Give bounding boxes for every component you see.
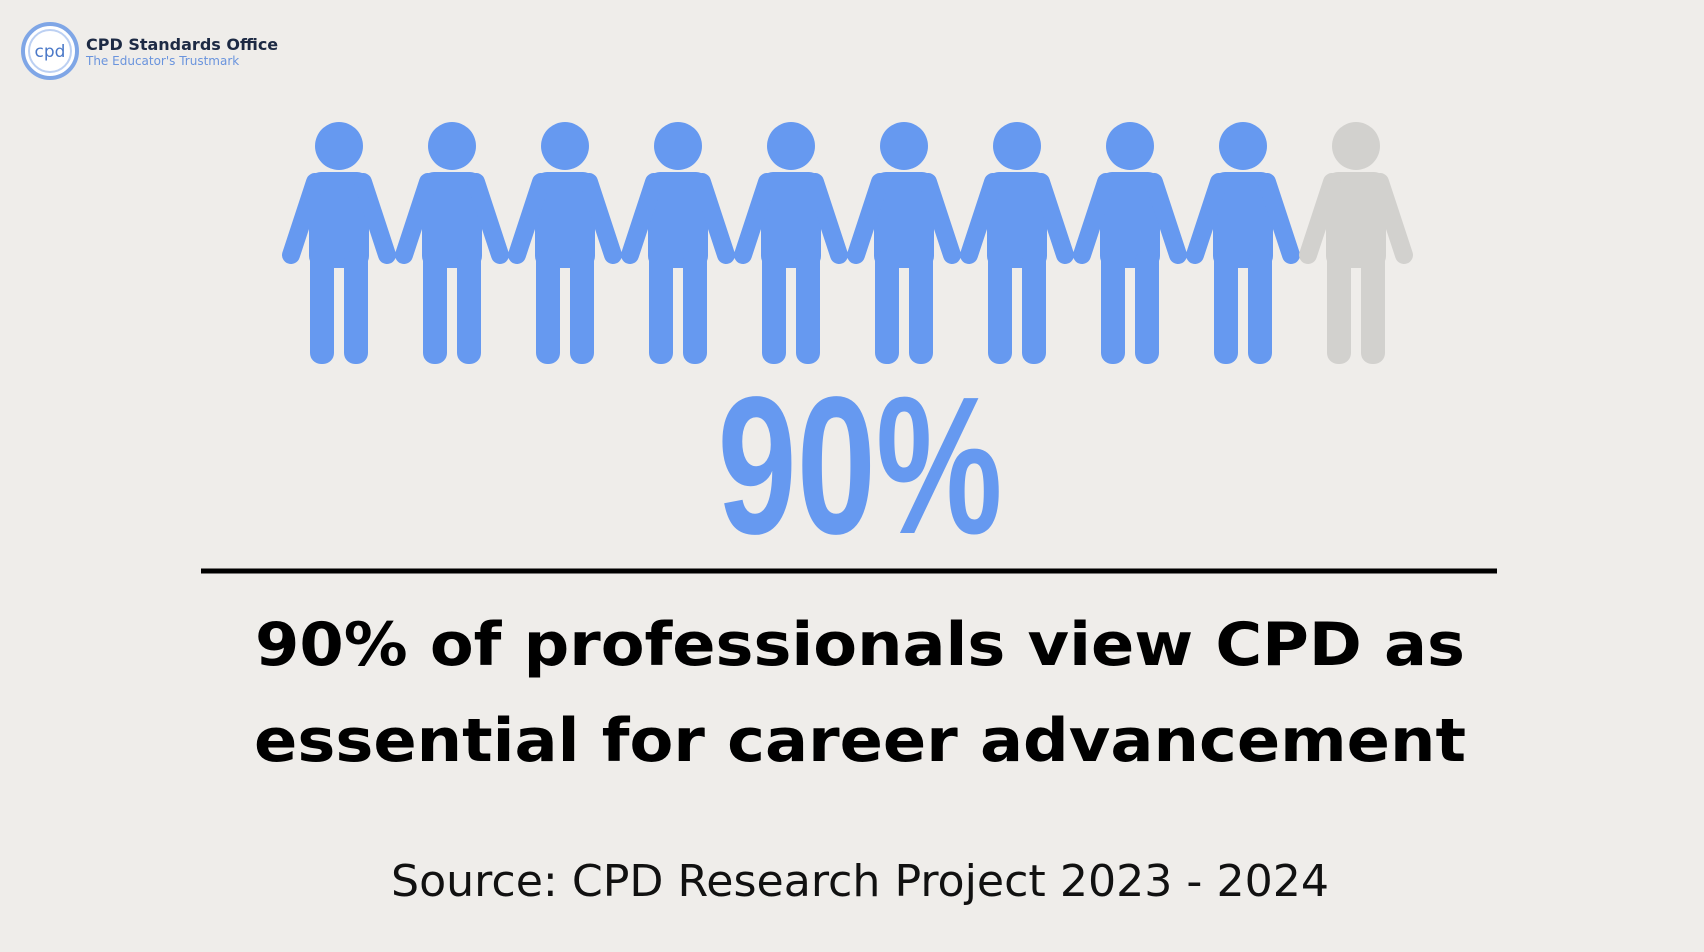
source: Source: CPD Research Project 2023 - 2024 [391, 856, 1329, 907]
person-leg [683, 250, 707, 364]
headline-line: 90% of professionals view CPD as [255, 610, 1465, 680]
logo-text: cpd [35, 42, 66, 62]
person-icon [960, 122, 1074, 364]
pictogram [282, 122, 1413, 364]
person-arm [734, 173, 776, 264]
person-leg [1101, 250, 1125, 364]
person-icon [621, 122, 735, 364]
person-leg [988, 250, 1012, 364]
person-torso [648, 172, 708, 268]
person-arm [806, 173, 848, 264]
logo: cpd CPD Standards Office The Educator's … [21, 22, 278, 80]
person-torso [1326, 172, 1386, 268]
stat: 90% [718, 356, 1003, 575]
person-head [767, 122, 815, 170]
person-arm [847, 173, 889, 264]
person-arm [621, 173, 663, 264]
person-leg [1135, 250, 1159, 364]
person-arm [508, 173, 550, 264]
person-arm [282, 173, 324, 264]
person-arm [1145, 173, 1187, 264]
person-torso [987, 172, 1047, 268]
person-icon [282, 122, 396, 364]
person-arm [1299, 173, 1341, 264]
brand-tagline: The Educator's Trustmark [85, 54, 239, 68]
person-torso [535, 172, 595, 268]
logo-ring [21, 22, 79, 80]
person-head [1332, 122, 1380, 170]
person-leg [536, 250, 560, 364]
person-arm [1186, 173, 1228, 264]
person-head [654, 122, 702, 170]
person-head [1106, 122, 1154, 170]
person-torso [874, 172, 934, 268]
person-leg [875, 250, 899, 364]
person-icon [1299, 122, 1413, 364]
person-leg [1327, 250, 1351, 364]
person-arm [1371, 173, 1413, 264]
person-leg [909, 250, 933, 364]
person-leg [1248, 250, 1272, 364]
person-leg [344, 250, 368, 364]
person-icon [508, 122, 622, 364]
headline-line: essential for career advancement [254, 706, 1466, 776]
person-torso [422, 172, 482, 268]
person-arm [395, 173, 437, 264]
person-leg [457, 250, 481, 364]
person-torso [1213, 172, 1273, 268]
person-leg [649, 250, 673, 364]
person-icon [395, 122, 509, 364]
person-arm [580, 173, 622, 264]
person-arm [354, 173, 396, 264]
person-arm [1032, 173, 1074, 264]
person-leg [1361, 250, 1385, 364]
person-leg [423, 250, 447, 364]
person-head [315, 122, 363, 170]
brand-name: CPD Standards Office [86, 35, 278, 54]
person-head [993, 122, 1041, 170]
person-icon [1073, 122, 1187, 364]
person-torso [309, 172, 369, 268]
person-icon [734, 122, 848, 364]
person-leg [796, 250, 820, 364]
person-torso [1100, 172, 1160, 268]
person-arm [693, 173, 735, 264]
person-arm [960, 173, 1002, 264]
person-leg [762, 250, 786, 364]
person-torso [761, 172, 821, 268]
person-arm [919, 173, 961, 264]
person-arm [1073, 173, 1115, 264]
logo-inner-ring [28, 29, 72, 73]
person-head [880, 122, 928, 170]
person-head [1219, 122, 1267, 170]
person-arm [467, 173, 509, 264]
person-leg [1214, 250, 1238, 364]
person-icon [847, 122, 961, 364]
person-leg [570, 250, 594, 364]
person-head [428, 122, 476, 170]
person-head [541, 122, 589, 170]
person-arm [1258, 173, 1300, 264]
person-leg [1022, 250, 1046, 364]
person-leg [310, 250, 334, 364]
person-icon [1186, 122, 1300, 364]
